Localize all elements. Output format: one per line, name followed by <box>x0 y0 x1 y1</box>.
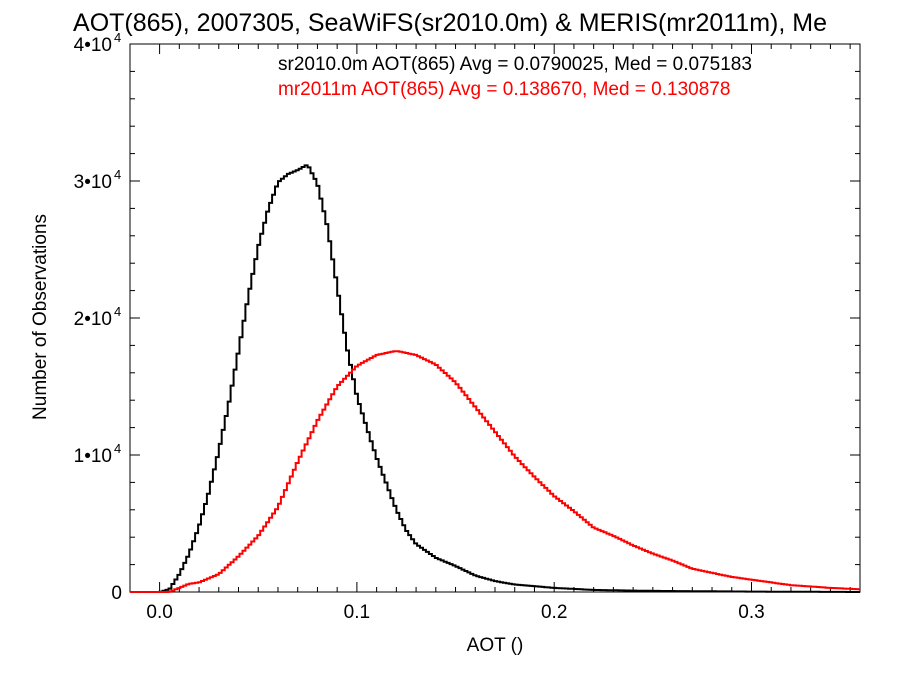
x-tick-label: 0.3 <box>738 602 764 623</box>
x-axis: 0.0 0.1 0.2 0.3 <box>146 44 851 623</box>
plot-frame <box>129 43 861 593</box>
annotation-black: sr2010.0m AOT(865) Avg = 0.0790025, Med … <box>278 54 752 75</box>
y-tick-exponent: 4 <box>114 441 121 456</box>
y-tick-exponent: 4 <box>114 304 121 319</box>
y-tick-label: 0 <box>111 583 122 604</box>
x-tick-label: 0.1 <box>344 602 370 623</box>
y-tick-exponent: 4 <box>114 30 121 45</box>
y-tick-label: 3•10 <box>74 172 112 193</box>
y-tick-label: 2•10 <box>74 309 112 330</box>
y-axis-label: Number of Observations <box>30 214 51 420</box>
x-axis-label: AOT () <box>467 635 524 656</box>
x-tick-label: 0.2 <box>541 602 567 623</box>
annotation-red: mr2011m AOT(865) Avg = 0.138670, Med = 0… <box>278 79 730 100</box>
y-tick-label: 4•10 <box>74 35 112 56</box>
y-tick-label: 1•10 <box>74 446 112 467</box>
chart-title: AOT(865), 2007305, SeaWiFS(sr2010.0m) & … <box>73 9 827 37</box>
y-tick-exponent: 4 <box>114 167 121 182</box>
series-sr2010-line <box>130 164 860 593</box>
x-tick-label: 0.0 <box>146 602 172 623</box>
y-axis: 01•10 42•10 43•10 44•10 4 <box>74 30 860 604</box>
series-layer <box>130 164 860 593</box>
series-mr2011-line <box>130 350 860 593</box>
